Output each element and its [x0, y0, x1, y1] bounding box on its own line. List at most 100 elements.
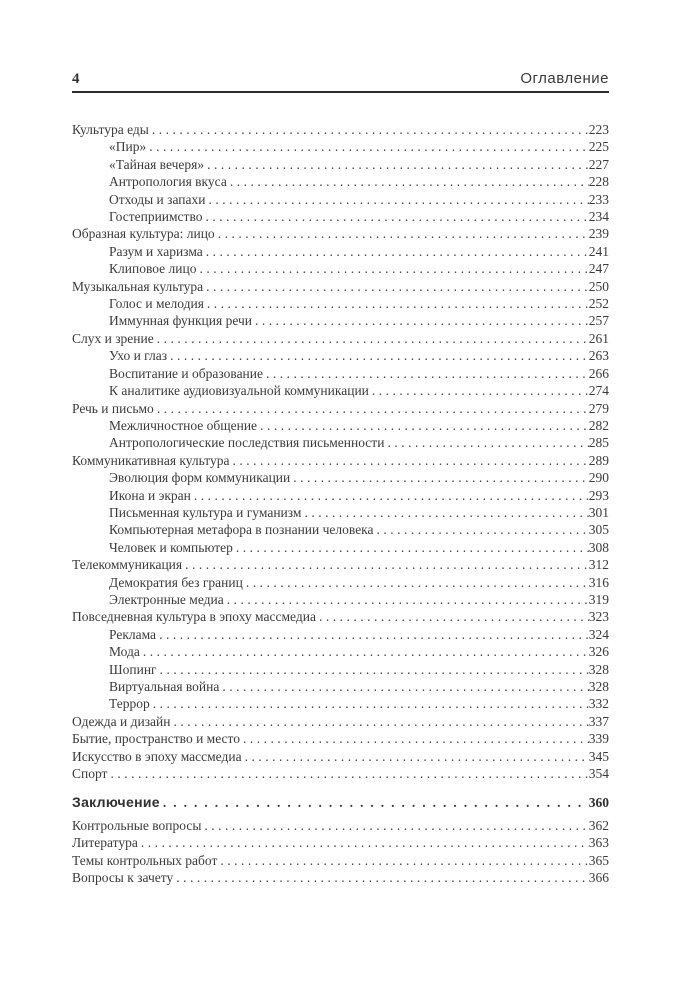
dot-leader	[107, 765, 588, 782]
dot-leader	[196, 260, 588, 277]
toc-entry-label: Компьютерная метафора в познании человек…	[109, 522, 374, 538]
toc-entry-page: 290	[588, 470, 609, 486]
toc-entry-page: 316	[588, 574, 609, 590]
dot-leader	[204, 295, 589, 312]
toc-entry: Виртуальная война 328	[72, 678, 609, 695]
toc-entry-page: 308	[588, 539, 609, 555]
toc-entry: Культура еды 223	[72, 121, 609, 138]
toc-entry-page: 326	[588, 644, 609, 660]
toc-entry: Коммуникативная культура 289	[72, 452, 609, 469]
dot-leader	[154, 330, 589, 347]
toc-entry-page: 312	[588, 557, 609, 573]
toc-entry-label: Мода	[109, 644, 140, 660]
toc-entry: Голос и мелодия 252	[72, 295, 609, 312]
toc-entry: Заключение 360	[72, 794, 609, 811]
toc-entry: Повседневная культура в эпоху массмедиа …	[72, 608, 609, 625]
dot-leader	[233, 539, 589, 556]
toc-entry: Иммунная функция речи 257	[72, 312, 609, 329]
toc-entry: Разум и харизма 241	[72, 243, 609, 260]
toc-entry-label: Речь и письмо	[72, 400, 154, 416]
toc-entry-label: Темы контрольных работ	[72, 852, 218, 868]
toc-entry-page: 279	[588, 400, 609, 416]
toc-entry-page: 289	[588, 452, 609, 468]
toc-entry: Вопросы к зачету 366	[72, 869, 609, 886]
toc-entry: Письменная культура и гуманизм 301	[72, 504, 609, 521]
dot-leader	[252, 312, 589, 329]
toc-entry-label: Шопинг	[109, 661, 157, 677]
dot-leader	[156, 626, 589, 643]
toc-entry-page: 337	[588, 713, 609, 729]
toc-entry-label: Воспитание и образование	[109, 365, 263, 381]
toc-entry-page: 366	[588, 870, 609, 886]
dot-leader	[219, 678, 588, 695]
toc-entry: К аналитике аудиовизуальной коммуникации…	[72, 382, 609, 399]
dot-leader	[230, 452, 589, 469]
toc-entry-label: Телекоммуникация	[72, 557, 183, 573]
dot-leader	[201, 817, 588, 834]
dot-leader	[369, 382, 589, 399]
toc-list: Культура еды 223 «Пир» 225 «Тайная вечер…	[72, 121, 609, 886]
dot-leader	[138, 834, 589, 851]
toc-entry-page: 263	[588, 348, 609, 364]
toc-entry-page: 363	[588, 835, 609, 851]
toc-entry-label: Виртуальная война	[109, 679, 220, 694]
toc-entry-label: Бытие, пространство и место	[72, 731, 241, 747]
toc-entry-page: 319	[588, 591, 609, 607]
dot-leader	[203, 278, 589, 295]
toc-entry-label: Образная культура: лицо	[72, 226, 215, 242]
toc-entry-page: 324	[588, 626, 609, 642]
toc-entry-label: Клиповое лицо	[109, 261, 197, 277]
dot-leader	[242, 748, 589, 765]
toc-entry-page: 274	[588, 383, 609, 399]
toc-entry-page: 252	[588, 296, 609, 312]
toc-entry: Электронные медиа 319	[72, 591, 609, 608]
toc-entry-label: Одежда и дизайн	[72, 713, 171, 729]
dot-leader	[206, 191, 589, 208]
dot-leader	[173, 869, 589, 886]
toc-entry-page: 223	[588, 122, 609, 137]
toc-entry: Эволюция форм коммуникации 290	[72, 469, 609, 486]
toc-entry-label: Спорт	[72, 766, 108, 782]
toc-entry: «Пир» 225	[72, 138, 609, 155]
toc-entry-label: Вопросы к зачету	[72, 870, 174, 886]
toc-entry-page: 261	[588, 330, 609, 346]
toc-entry-label: К аналитике аудиовизуальной коммуникации	[109, 383, 369, 399]
dot-leader	[374, 521, 589, 538]
toc-entry-page: 360	[588, 795, 609, 811]
toc-entry-label: Гостеприимство	[109, 209, 203, 225]
toc-entry-page: 282	[588, 417, 609, 433]
dot-leader	[154, 400, 589, 417]
toc-entry: Телекоммуникация 312	[72, 556, 609, 573]
toc-entry: Клиповое лицо 247	[72, 260, 609, 277]
dot-leader	[157, 661, 589, 678]
toc-entry: Человек и компьютер 308	[72, 539, 609, 556]
toc-entry-page: 241	[588, 243, 609, 259]
toc-entry-label: Антропология вкуса	[109, 174, 227, 190]
toc-entry-label: «Тайная вечеря»	[109, 156, 205, 172]
toc-entry-label: Заключение	[72, 794, 160, 811]
toc-entry: Межличностное общение 282	[72, 417, 609, 434]
dot-leader	[170, 713, 588, 730]
toc-entry-label: Иммунная функция речи	[109, 313, 253, 329]
dot-leader	[203, 243, 589, 260]
toc-entry-page: 293	[588, 487, 609, 503]
dot-leader	[182, 556, 589, 573]
toc-entry-label: Ухо и глаз	[109, 348, 168, 364]
toc-entry-page: 225	[588, 139, 609, 155]
toc-entry: Террор 332	[72, 695, 609, 712]
toc-entry-label: Слух и зрение	[72, 330, 154, 346]
dot-leader	[150, 695, 589, 712]
toc-entry-page: 301	[588, 504, 609, 520]
dot-leader	[224, 591, 589, 608]
toc-entry: Шопинг 328	[72, 661, 609, 678]
dot-leader	[257, 417, 589, 434]
toc-entry-label: Письменная культура и гуманизм	[109, 504, 302, 520]
toc-entry: Отходы и запахи 233	[72, 191, 609, 208]
dot-leader	[316, 608, 589, 625]
toc-entry-page: 247	[588, 261, 609, 277]
toc-entry-page: 250	[588, 278, 609, 294]
dot-leader	[191, 487, 589, 504]
dot-leader	[149, 121, 589, 138]
toc-entry: Мода 326	[72, 643, 609, 660]
